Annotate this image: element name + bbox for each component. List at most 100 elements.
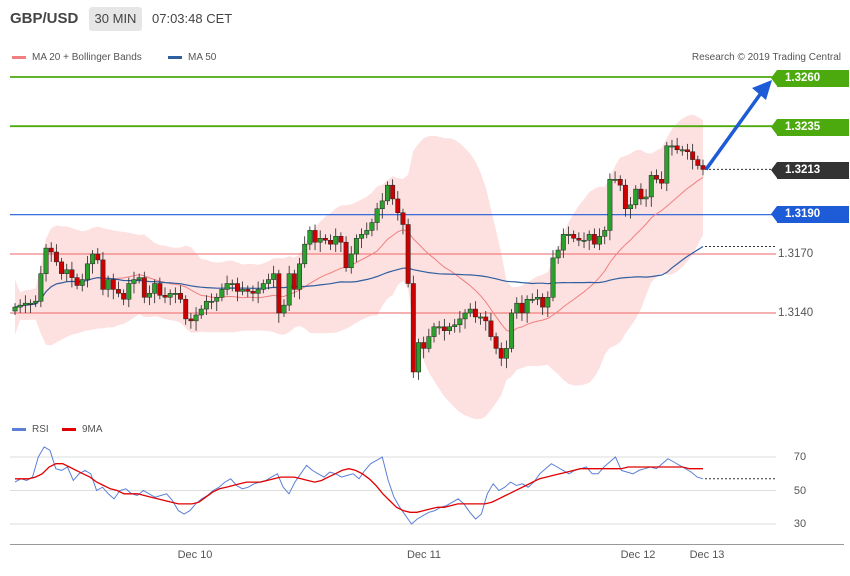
candle-body <box>22 302 28 306</box>
candle-body <box>353 238 359 255</box>
candle-body <box>514 302 520 314</box>
candle-body <box>188 318 194 322</box>
candle <box>648 171 654 207</box>
candle <box>410 275 416 378</box>
candle <box>441 318 447 341</box>
candle-body <box>540 297 546 308</box>
candle-body <box>576 238 582 241</box>
candle <box>685 143 690 160</box>
candle-body <box>467 308 473 314</box>
rsi-chart <box>10 446 776 525</box>
rsi-level-30: 30 <box>793 518 807 530</box>
candle <box>457 311 463 333</box>
candle <box>617 175 623 192</box>
candle-body <box>659 179 665 184</box>
candle-body <box>152 283 158 294</box>
candle <box>633 185 639 209</box>
candle-body <box>79 279 85 286</box>
candle-body <box>48 247 54 253</box>
candle <box>245 285 251 298</box>
candle-body <box>493 336 499 349</box>
chart-header: GBP/USD 30 MIN 07:03:48 CET <box>0 0 850 38</box>
candle <box>255 281 261 304</box>
candle <box>659 171 665 190</box>
candle <box>483 311 489 331</box>
candle <box>509 309 515 353</box>
candle <box>421 336 427 359</box>
candle-body <box>648 175 654 198</box>
candle-body <box>229 283 235 285</box>
candle <box>147 285 152 306</box>
support2-price-label: 1.3140 <box>778 307 814 319</box>
candle <box>405 218 411 288</box>
timeframe-button[interactable]: 30 MIN <box>89 7 142 31</box>
current-price-tag: 1.3213 <box>771 162 849 179</box>
candle-body <box>591 234 597 245</box>
candle-body <box>193 314 199 322</box>
candle-body <box>271 273 277 280</box>
candle <box>597 228 602 251</box>
candle <box>64 263 70 282</box>
candle-body <box>664 145 670 184</box>
candle-body <box>597 236 602 245</box>
candle <box>359 228 365 249</box>
candle <box>69 261 75 288</box>
candle-body <box>121 293 127 300</box>
candle-body <box>669 145 675 148</box>
candle-body <box>478 316 484 319</box>
candle-body <box>33 300 39 304</box>
candle <box>203 295 209 315</box>
candle-body <box>674 145 680 151</box>
candle <box>328 234 333 251</box>
candle <box>131 271 137 294</box>
candle-body <box>369 222 375 231</box>
candle-body <box>338 236 344 243</box>
candle <box>281 299 287 317</box>
candle <box>566 226 571 245</box>
candle <box>529 293 535 304</box>
candle <box>488 313 494 341</box>
candle-body <box>167 293 173 298</box>
candle <box>612 171 618 184</box>
pivot-price-tag: 1.3190 <box>771 206 849 223</box>
forecast-arrow-head <box>752 80 772 100</box>
candle <box>317 230 323 253</box>
candle-body <box>69 269 75 278</box>
ma50-label: MA 50 <box>188 52 217 63</box>
candle-body <box>545 297 551 308</box>
candle <box>33 295 39 308</box>
rsi-9ma-line <box>15 463 703 513</box>
candle-body <box>17 304 23 308</box>
candle <box>581 232 587 249</box>
ma9-swatch <box>62 428 76 431</box>
candle <box>100 252 106 296</box>
candle-body <box>488 320 494 337</box>
candle-body <box>95 253 101 261</box>
candle-body <box>203 300 209 310</box>
candle-body <box>364 230 370 235</box>
rsi-swatch <box>12 428 26 431</box>
price-chart <box>10 76 776 420</box>
candle <box>524 295 530 323</box>
candle-body <box>400 212 406 225</box>
candle-body <box>410 283 416 373</box>
candle <box>198 305 204 319</box>
candle <box>452 318 458 333</box>
candle-body <box>617 179 623 186</box>
candle-body <box>74 277 80 286</box>
candle <box>664 141 670 192</box>
candle <box>250 285 256 302</box>
candle-body <box>90 253 96 265</box>
candle-body <box>131 279 137 284</box>
candle <box>229 279 235 292</box>
candle <box>576 232 582 247</box>
candle-body <box>136 277 142 280</box>
candle-body <box>374 208 380 223</box>
candle-body <box>105 279 111 290</box>
candle <box>126 277 132 308</box>
candle-body <box>307 230 313 245</box>
candle <box>385 181 390 205</box>
candle-body <box>43 247 49 274</box>
candle <box>43 244 49 282</box>
candle-body <box>333 236 339 245</box>
